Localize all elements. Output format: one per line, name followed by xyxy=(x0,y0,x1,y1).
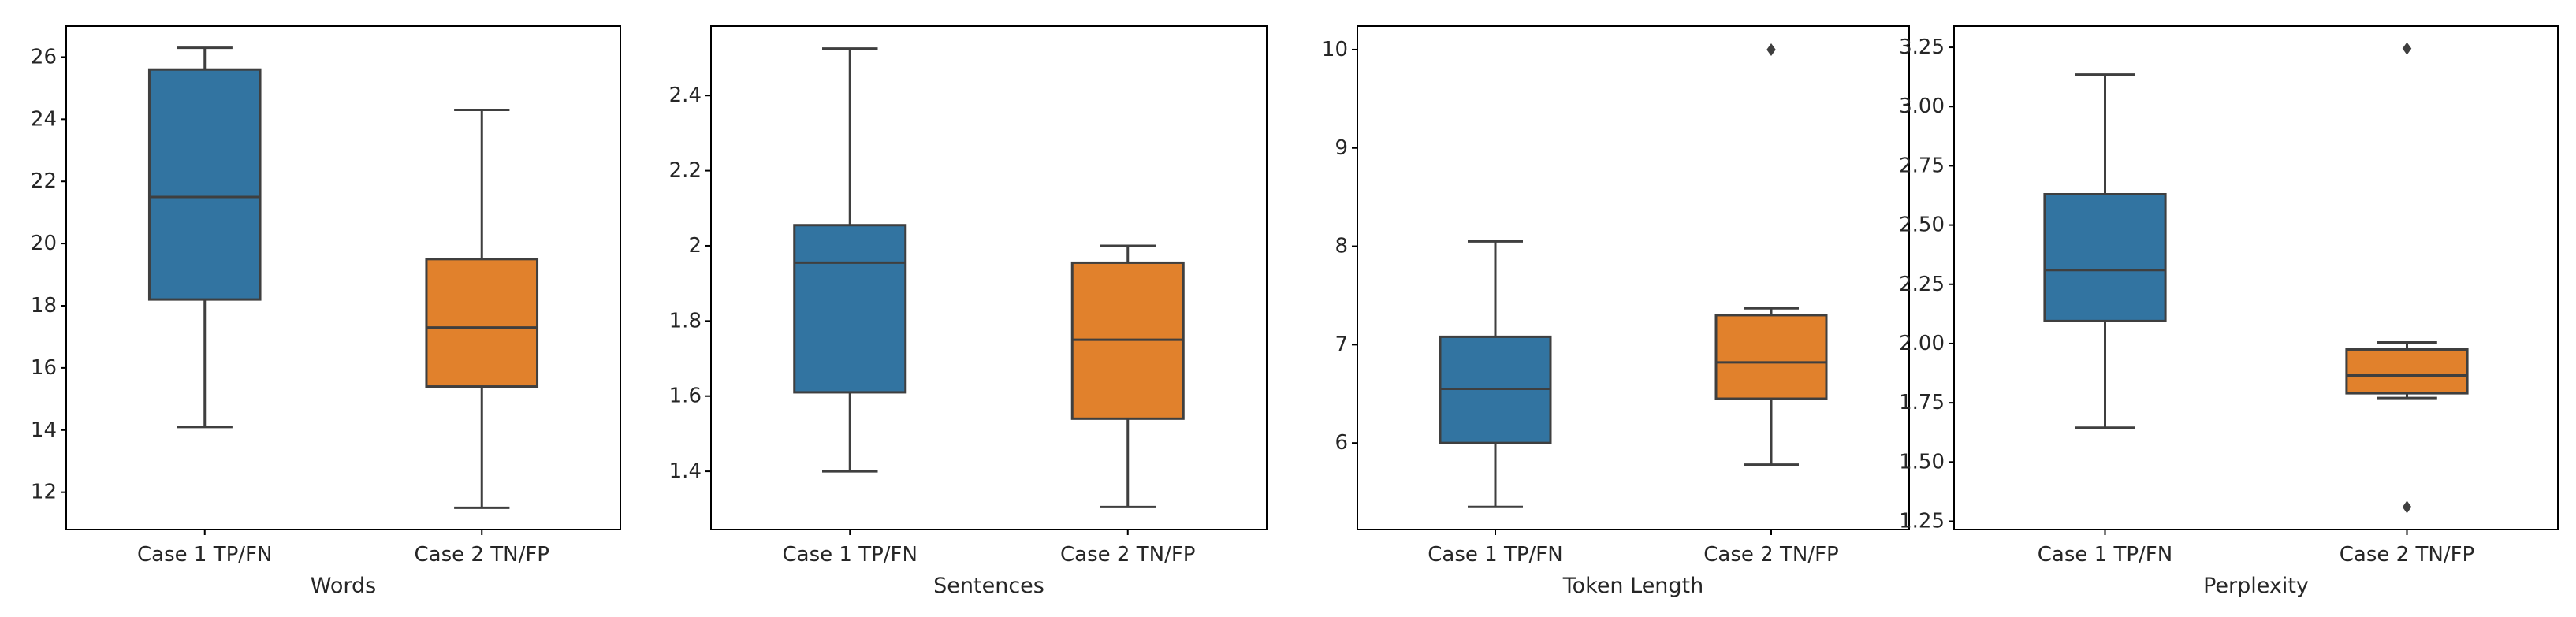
y-tick-label: 2.25 xyxy=(1899,273,1945,296)
box-body xyxy=(425,258,539,388)
x-tick-label: Case 2 TN/FP xyxy=(2340,543,2474,567)
box-body xyxy=(2345,348,2469,395)
box-1 xyxy=(147,46,262,429)
plot-frame xyxy=(65,25,621,530)
y-tick-label: 1.50 xyxy=(1899,450,1945,474)
y-tick-label: 6 xyxy=(1335,431,1348,455)
y-tick-label: 9 xyxy=(1335,136,1348,160)
box-1 xyxy=(2043,73,2167,429)
y-tick-label: 2.00 xyxy=(1899,332,1945,355)
y-tick-label: 1.6 xyxy=(669,385,702,408)
x-tick-label: Case 2 TN/FP xyxy=(1060,543,1195,567)
y-tick-label: 2 xyxy=(688,234,702,258)
y-tick-label: 12 xyxy=(31,481,57,504)
y-tick-label: 2.4 xyxy=(669,84,702,107)
plot-frame xyxy=(1357,25,1910,530)
outlier-point xyxy=(2402,42,2412,55)
y-tick-label: 1.8 xyxy=(669,309,702,333)
x-tick-label: Case 1 TP/FN xyxy=(137,543,272,567)
y-tick-label: 2.75 xyxy=(1899,154,1945,177)
outlier-point xyxy=(2402,500,2412,514)
y-tick-label: 1.25 xyxy=(1899,509,1945,533)
x-tick-label: Case 1 TP/FN xyxy=(2038,543,2172,567)
y-tick-label: 10 xyxy=(1322,38,1348,61)
box-body xyxy=(2043,193,2167,322)
y-tick-label: 1.75 xyxy=(1899,391,1945,414)
outlier-point xyxy=(1766,43,1776,56)
x-axis-label: Token Length xyxy=(1562,574,1704,598)
subplot-2: 1.4 1.6 1.8 2 2.2 2.4 Case 1 TP/FN Case 2 TN/FP… xyxy=(669,25,1268,598)
box-2 xyxy=(1070,244,1185,508)
y-tick-label: 1.4 xyxy=(669,459,702,483)
y-tick-label: 18 xyxy=(31,294,57,318)
x-tick-label: Case 1 TP/FN xyxy=(783,543,918,567)
y-tick-label: 14 xyxy=(31,418,57,442)
subplot-4: 1.25 1.50 1.75 2.00 2.25 2.50 2.75 3.00 3.25 Case… xyxy=(1899,25,2559,598)
box-2 xyxy=(2345,42,2469,514)
x-axis-label: Sentences xyxy=(933,574,1044,598)
plot-frame xyxy=(710,25,1268,530)
box-1 xyxy=(1439,240,1552,508)
y-tick-label: 3.25 xyxy=(1899,35,1945,59)
y-tick-label: 2.2 xyxy=(669,159,702,183)
y-tick-label: 7 xyxy=(1335,333,1348,356)
subplot-3: 6 7 8 9 10 Case 1 TP/FN Case 2 TN/FP Token Leng… xyxy=(1322,25,1910,598)
x-tick-label: Case 2 TN/FP xyxy=(415,543,549,567)
x-axis-label: Perplexity xyxy=(2203,574,2309,598)
x-axis-label: Words xyxy=(311,574,376,598)
box-body xyxy=(147,68,262,301)
y-tick-label: 20 xyxy=(31,232,57,255)
subplot-1: 12 14 16 18 20 22 24 26 Case 1 TP/FN Case 2 TN/FP… xyxy=(31,25,621,598)
x-tick-label: Case 1 TP/FN xyxy=(1428,543,1562,567)
y-tick-label: 22 xyxy=(31,169,57,193)
y-tick-label: 16 xyxy=(31,356,57,380)
plot-frame xyxy=(1953,25,2559,530)
y-tick-label: 8 xyxy=(1335,235,1348,258)
x-tick-label: Case 2 TN/FP xyxy=(1703,543,1838,567)
box-2 xyxy=(1714,43,1828,466)
y-tick-label: 3.00 xyxy=(1899,95,1945,118)
box-body xyxy=(1714,314,1828,400)
box-2 xyxy=(425,109,539,509)
y-tick-label: 24 xyxy=(31,107,57,131)
box-1 xyxy=(793,47,907,473)
y-tick-label: 26 xyxy=(31,45,57,69)
box-body xyxy=(793,224,907,394)
y-tick-label: 2.50 xyxy=(1899,214,1945,237)
